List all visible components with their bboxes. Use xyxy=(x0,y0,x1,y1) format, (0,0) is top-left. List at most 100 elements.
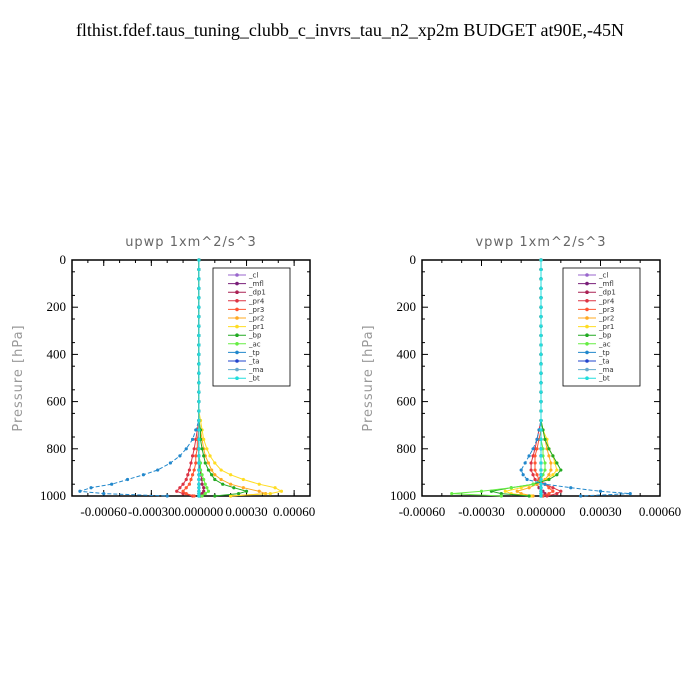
series-point-bt xyxy=(197,468,201,472)
legend-marker xyxy=(235,359,239,363)
series-point-bt xyxy=(539,482,543,486)
series-point-ac xyxy=(509,486,513,490)
series-point-tp xyxy=(527,454,531,458)
series-point-pr2 xyxy=(219,477,223,482)
series-point-pr1 xyxy=(257,482,261,486)
series-point-bt xyxy=(539,305,543,309)
series-point-pr3 xyxy=(190,473,195,477)
series-point-pr4 xyxy=(559,489,563,493)
series-point-bt xyxy=(539,343,543,347)
series-point-bp xyxy=(232,486,236,490)
series-point-pr1 xyxy=(213,461,217,465)
series-point-bp xyxy=(547,447,551,451)
y-tick-label: 400 xyxy=(47,346,67,361)
series-point-pr4 xyxy=(192,447,196,451)
legend-marker xyxy=(585,350,589,355)
series-point-pr1 xyxy=(503,489,507,493)
series-point-pr1 xyxy=(519,486,523,490)
series-point-pr3 xyxy=(535,447,539,451)
legend-label: _bt xyxy=(598,375,610,383)
series-point-pr4 xyxy=(186,473,190,477)
series-point-pr3 xyxy=(533,461,537,465)
series-point-pr3 xyxy=(184,486,188,490)
series-point-pr2 xyxy=(206,461,211,465)
legend-label: _ta xyxy=(598,358,610,366)
series-point-bt xyxy=(197,333,201,338)
legend-label: _cl xyxy=(598,272,608,280)
series-point-bt xyxy=(197,409,201,413)
series-point-bt xyxy=(539,447,543,451)
legend-marker xyxy=(585,359,589,363)
legend-label: _ta xyxy=(248,358,260,366)
series-point-bp xyxy=(210,473,214,477)
series-point-bp xyxy=(559,468,563,472)
series-point-pr2 xyxy=(257,489,261,493)
legend-label: _mfl xyxy=(248,280,264,288)
legend-label: _ma xyxy=(248,366,264,374)
series-point-bt xyxy=(539,486,543,490)
series-point-bt xyxy=(197,477,201,482)
series-point-bt xyxy=(197,486,201,490)
series-point-bt xyxy=(539,324,543,328)
series-point-bp xyxy=(221,482,225,486)
series-point-pr3 xyxy=(535,473,539,477)
series-point-pr4 xyxy=(533,477,537,482)
series-point-bt xyxy=(539,409,543,413)
legend-marker xyxy=(585,376,589,381)
series-point-ac xyxy=(543,468,547,472)
series-point-bt xyxy=(539,296,543,300)
series-point-dp1 xyxy=(202,489,206,493)
series-point-bt xyxy=(197,437,201,441)
legend-marker xyxy=(235,281,239,286)
series-point-pr2 xyxy=(210,468,214,472)
series-line-tp xyxy=(79,260,200,497)
series-point-pr2 xyxy=(547,473,551,477)
series-point-tp xyxy=(598,489,603,493)
legend-label: _ac xyxy=(598,340,611,348)
series-point-bp xyxy=(202,454,206,458)
series-point-ac xyxy=(206,489,211,493)
series-point-ac xyxy=(203,492,207,496)
x-tick-label: 0.000000 xyxy=(517,504,566,519)
legend-label: _ma xyxy=(598,366,614,374)
series-point-pr4 xyxy=(551,486,555,490)
series-point-tp xyxy=(569,486,573,490)
legend-marker xyxy=(585,273,589,277)
series-point-bt xyxy=(539,352,543,356)
legend-marker xyxy=(235,324,239,329)
series-point-bp xyxy=(543,437,547,441)
series-point-bt xyxy=(539,428,543,432)
series-line-pr1 xyxy=(503,260,558,497)
series-point-pr3 xyxy=(181,489,185,493)
series-line-pr4 xyxy=(530,260,562,497)
series-point-bt xyxy=(539,333,543,338)
series-point-bt xyxy=(539,477,543,482)
series-point-bt xyxy=(197,267,201,272)
series-point-pr4 xyxy=(187,468,192,472)
series-point-tp xyxy=(165,494,169,498)
x-tick-label: -0.00060 xyxy=(80,504,127,519)
series-point-bt xyxy=(539,315,543,319)
series-point-tp xyxy=(521,473,525,477)
series-point-pr3 xyxy=(551,489,555,493)
legend-marker xyxy=(585,290,589,295)
legend-label: _pr3 xyxy=(248,306,264,314)
series-point-pr1 xyxy=(273,486,277,490)
series-point-bt xyxy=(539,390,543,394)
series-point-tp xyxy=(141,473,145,477)
series-point-bt xyxy=(539,454,543,458)
series-point-pr4 xyxy=(529,468,533,472)
series-point-pr3 xyxy=(192,494,196,498)
legend-marker xyxy=(235,350,239,355)
series-point-bt xyxy=(197,305,201,309)
series-point-bt xyxy=(539,494,543,498)
legend-marker xyxy=(235,316,239,320)
series-point-pr3 xyxy=(533,454,537,458)
series-point-dp1 xyxy=(200,482,204,486)
panel-1: upwp 1xm^2/s^3 Pressure [hPa] 0 200 400 600 80… xyxy=(11,235,315,519)
legend-label: _tp xyxy=(248,349,260,357)
series-point-pr3 xyxy=(547,486,551,490)
legend-marker xyxy=(585,316,589,320)
series-point-bt xyxy=(539,371,543,375)
x-tick-label: -0.00030 xyxy=(128,504,175,519)
